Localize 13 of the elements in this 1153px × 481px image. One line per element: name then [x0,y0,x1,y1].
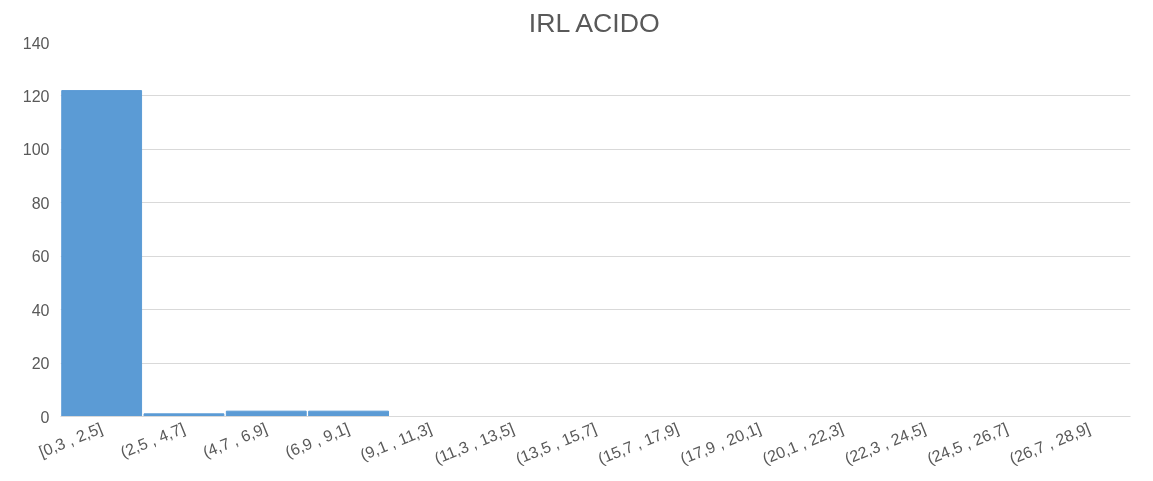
x-tick-label: (6,9 , 9,1] [282,419,352,461]
y-tick-label: 60 [31,248,50,266]
y-tick-label: 40 [31,301,50,319]
y-tick-label: 100 [22,141,50,159]
y-tick-label: 140 [22,34,50,52]
y-tick-label: 0 [40,408,50,426]
y-tick-label: 20 [31,355,50,373]
y-tick-label: 80 [31,194,50,212]
x-tick-label: (4,7 , 6,9] [200,419,270,461]
chart-title: IRL ACIDO [528,7,660,38]
x-tick-label: (2,5 , 4,7] [118,419,188,461]
y-tick-label: 120 [22,87,50,105]
x-tick-label: (9,1 , 11,3] [357,419,435,464]
